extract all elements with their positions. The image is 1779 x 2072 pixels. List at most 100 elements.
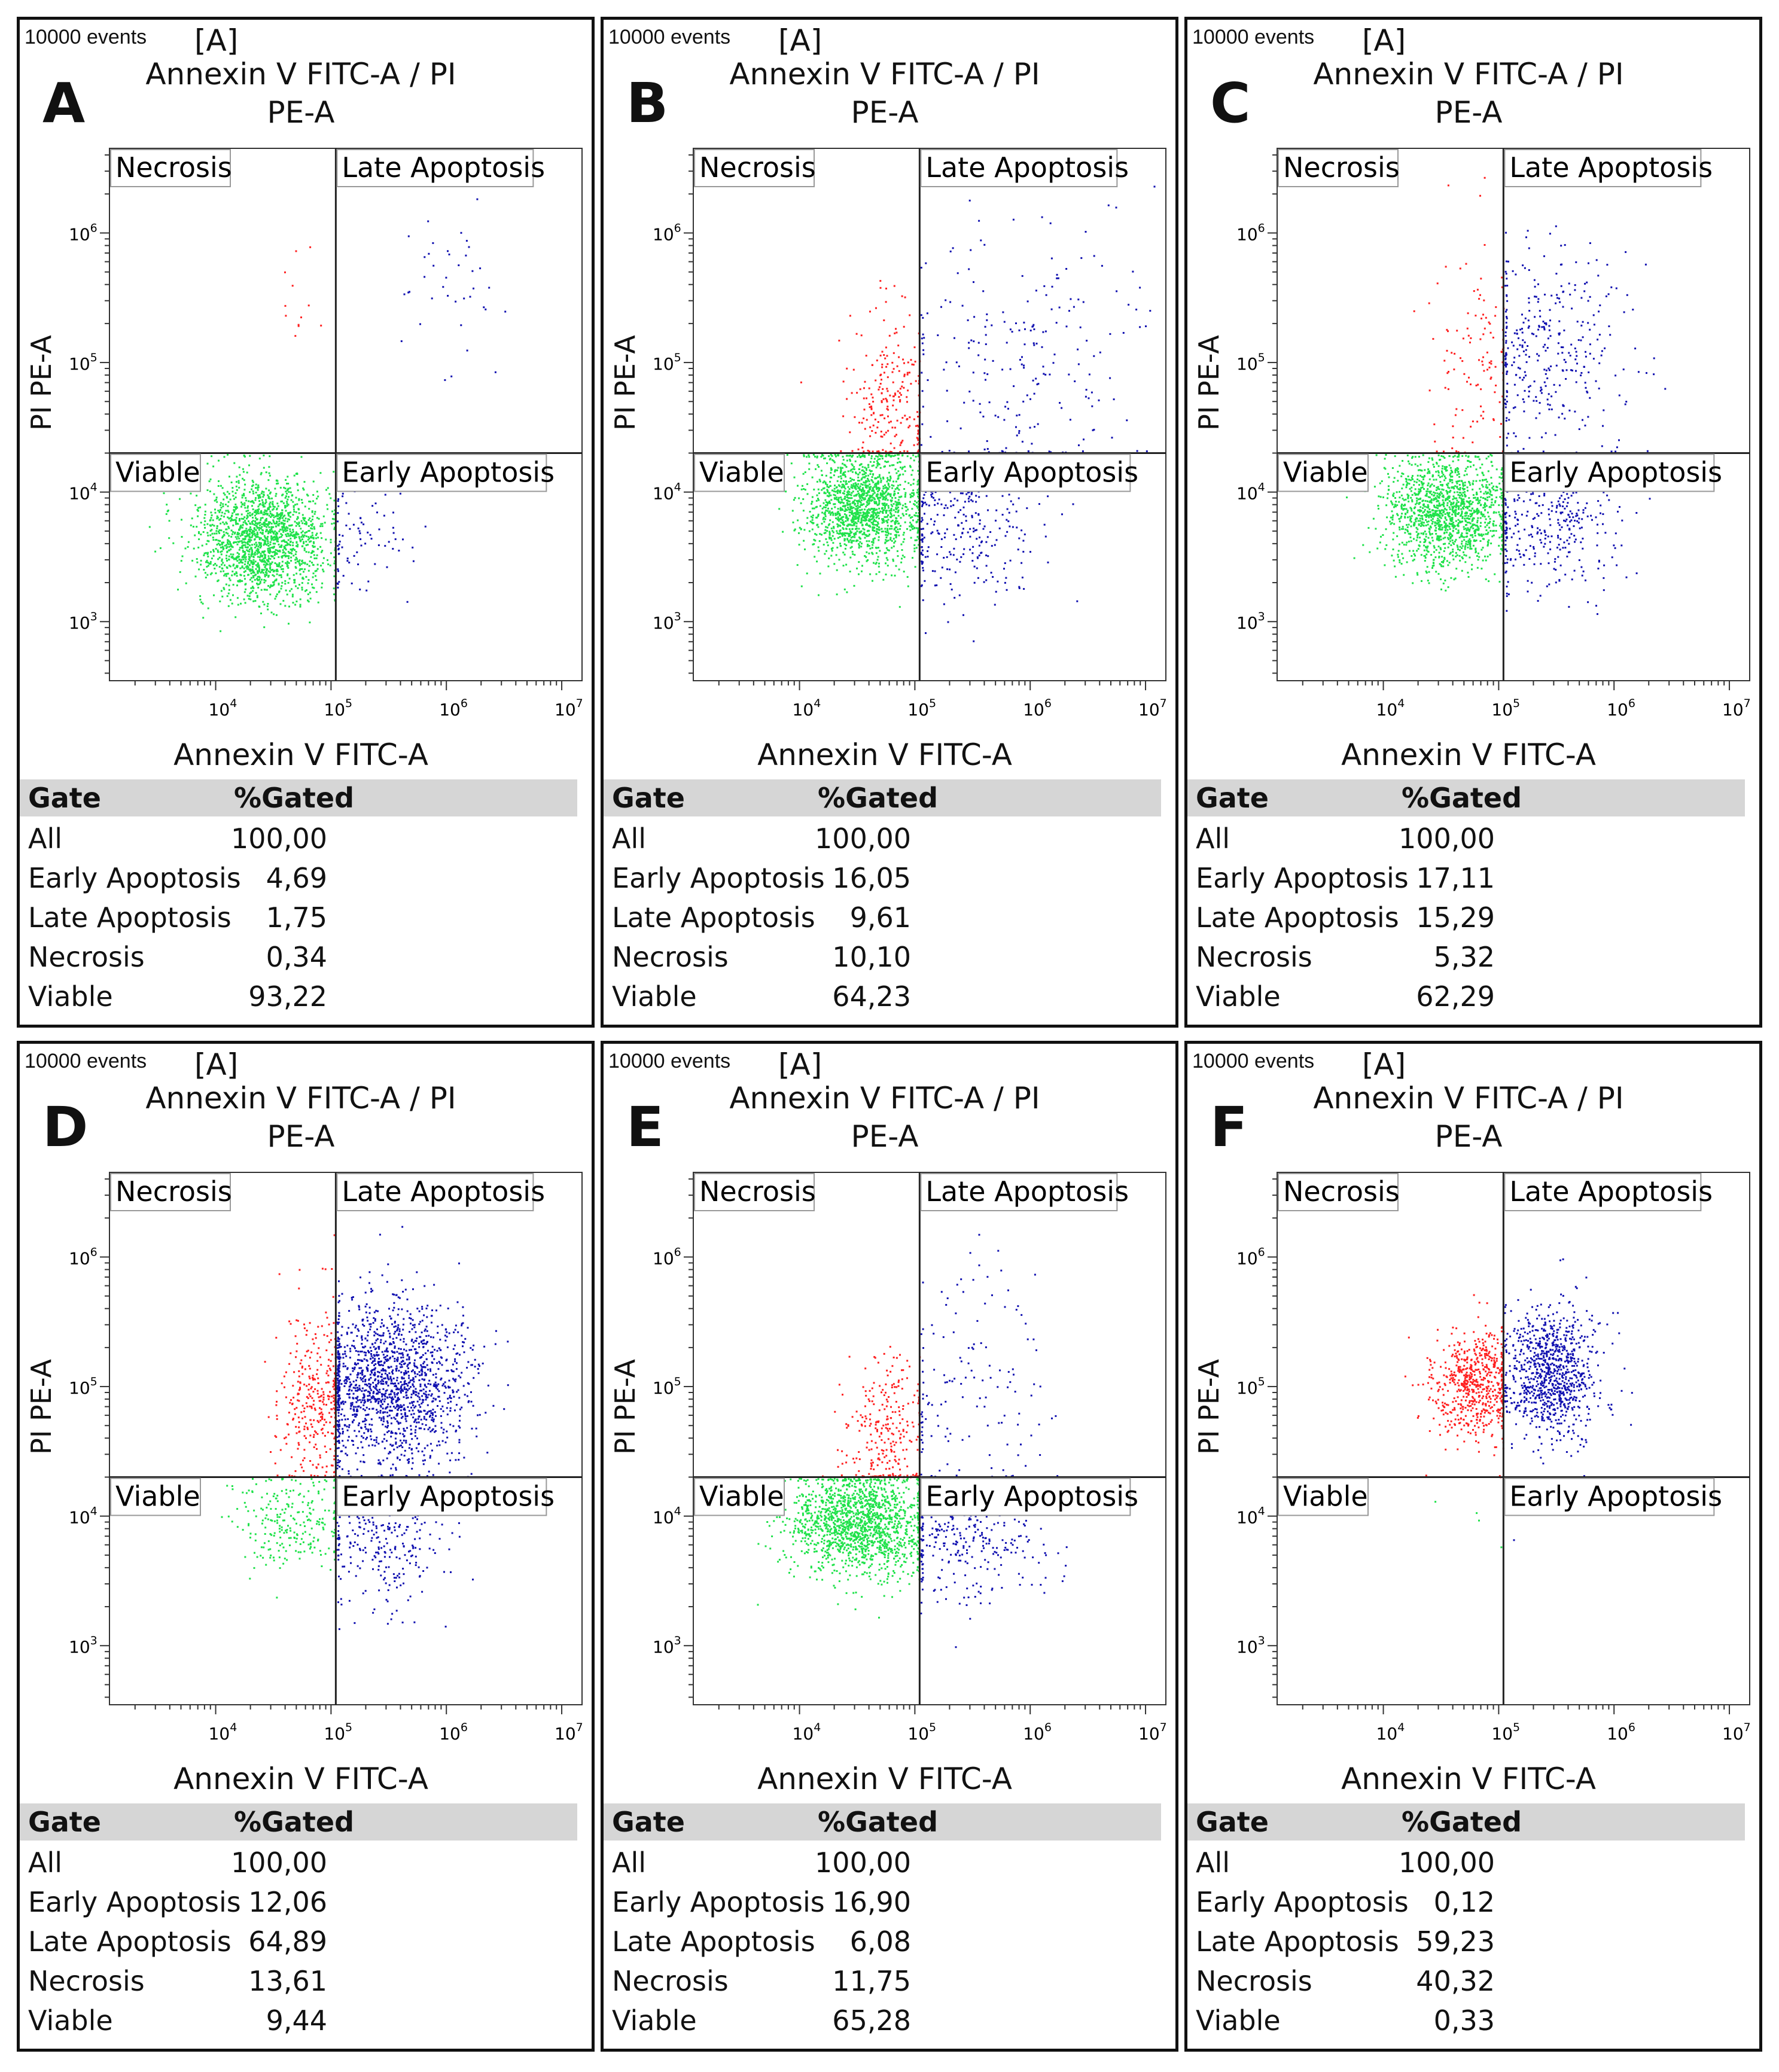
event-point-viable	[248, 533, 251, 535]
event-point-viable	[811, 476, 814, 479]
event-point-viable	[1455, 497, 1458, 499]
event-point-viable	[224, 564, 226, 566]
event-point-early	[933, 496, 934, 499]
event-point-viable	[1419, 469, 1421, 471]
event-point-viable	[257, 571, 260, 573]
event-point-viable	[1439, 481, 1442, 483]
event-point-late	[1042, 365, 1044, 368]
event-point-viable	[881, 522, 884, 524]
event-point-viable	[250, 555, 252, 557]
event-point-late	[927, 379, 929, 381]
event-point-viable	[307, 582, 309, 584]
event-point-viable	[243, 504, 246, 507]
event-point-viable	[870, 499, 872, 502]
event-point-late	[973, 316, 976, 318]
event-point-viable	[1459, 495, 1461, 497]
event-point-viable	[846, 455, 848, 457]
event-point-viable	[1485, 578, 1487, 580]
event-point-early	[1006, 519, 1008, 521]
event-point-viable	[262, 496, 264, 498]
event-point-viable	[914, 500, 916, 502]
event-point-viable	[250, 560, 252, 563]
event-point-necrosis	[309, 246, 312, 248]
event-point-necrosis	[895, 328, 897, 330]
event-point-viable	[246, 516, 249, 519]
event-point-late	[419, 323, 421, 325]
event-point-viable	[256, 527, 258, 529]
event-point-viable	[895, 537, 897, 538]
event-point-viable	[219, 540, 221, 542]
event-point-viable	[204, 526, 206, 529]
event-point-viable	[1408, 540, 1410, 543]
event-point-viable	[868, 454, 870, 456]
event-point-viable	[859, 541, 861, 543]
event-point-viable	[319, 525, 322, 528]
event-point-viable	[916, 539, 918, 541]
event-point-viable	[842, 502, 845, 504]
event-point-viable	[269, 549, 271, 551]
event-point-necrosis	[879, 383, 882, 385]
event-point-viable	[226, 528, 228, 531]
event-point-viable	[230, 544, 232, 546]
event-point-viable	[872, 508, 874, 510]
event-point-late	[1099, 351, 1101, 354]
event-point-late	[984, 325, 986, 328]
event-point-viable	[287, 513, 290, 516]
event-point-early	[980, 541, 982, 544]
event-point-early	[356, 551, 358, 553]
event-point-viable	[221, 563, 223, 566]
event-point-viable	[221, 550, 223, 553]
event-point-viable	[895, 501, 898, 504]
event-point-viable	[830, 471, 832, 474]
event-point-viable	[214, 499, 216, 502]
event-point-viable	[241, 556, 243, 559]
event-point-early	[959, 492, 962, 495]
event-point-viable	[827, 524, 830, 526]
event-point-viable	[282, 523, 285, 525]
event-point-viable	[876, 524, 878, 526]
event-point-early	[967, 531, 969, 534]
event-point-viable	[216, 501, 218, 503]
event-point-viable	[205, 561, 207, 563]
event-point-viable	[823, 532, 825, 534]
event-point-viable	[899, 525, 901, 527]
event-point-viable	[827, 490, 829, 492]
event-point-viable	[1467, 466, 1469, 468]
event-point-necrosis	[840, 450, 842, 452]
event-point-viable	[1417, 534, 1419, 537]
event-point-viable	[881, 518, 884, 520]
event-point-viable	[811, 496, 814, 498]
event-point-viable	[903, 556, 906, 558]
event-point-viable	[1407, 495, 1409, 498]
event-point-viable	[839, 472, 842, 474]
event-point-viable	[836, 492, 839, 494]
event-point-viable	[236, 575, 238, 577]
event-point-viable	[901, 549, 903, 551]
event-point-viable	[200, 559, 202, 562]
event-point-early	[956, 499, 959, 502]
event-point-viable	[839, 525, 842, 527]
event-point-viable	[291, 593, 294, 596]
event-point-viable	[237, 580, 240, 583]
event-point-viable	[1467, 460, 1470, 462]
event-point-viable	[824, 511, 826, 514]
event-point-early	[930, 493, 933, 496]
event-point-viable	[840, 475, 842, 477]
quadrant-label-viable: Viable	[110, 453, 201, 492]
event-point-early	[402, 538, 404, 541]
event-point-viable	[257, 497, 260, 499]
event-point-viable	[896, 507, 898, 510]
event-point-late	[479, 267, 482, 270]
event-point-viable	[863, 481, 865, 483]
event-point-viable	[891, 519, 894, 522]
event-point-viable	[254, 560, 257, 563]
event-point-viable	[827, 544, 829, 547]
event-point-viable	[244, 520, 246, 522]
event-point-viable	[280, 522, 282, 525]
event-point-viable	[257, 550, 260, 551]
event-point-viable	[250, 562, 252, 564]
event-point-viable	[900, 517, 902, 519]
event-point-viable	[876, 495, 878, 498]
event-point-viable	[278, 525, 280, 527]
event-point-viable	[196, 495, 198, 497]
